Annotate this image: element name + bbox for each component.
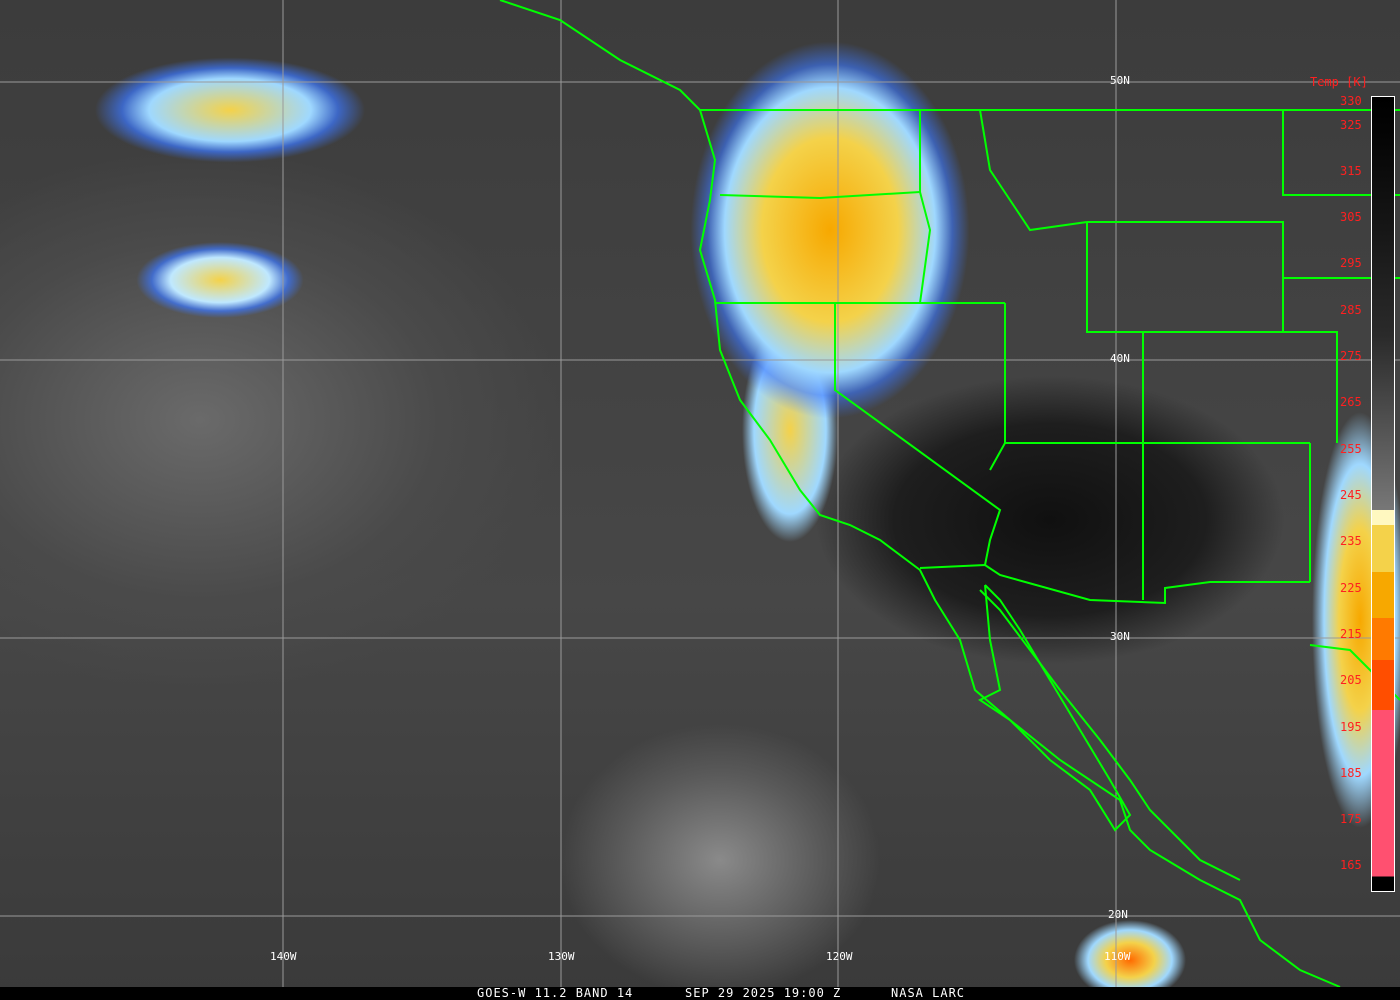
lat-label-40n: 40N [1110,352,1130,365]
ca-nv-border [834,303,1002,566]
colorbar-tick-185: 185 [1340,766,1362,780]
colorbar-tick-285: 285 [1340,303,1362,317]
colorbar-tick-330: 330 [1340,94,1362,108]
colorbar-tick-195: 195 [1340,720,1362,734]
us-mexico-border [919,563,1310,605]
colorbar-tick-295: 295 [1340,256,1362,270]
montana-south [979,109,1088,232]
pacific-coastline [499,0,1341,988]
nv-east-border [989,303,1006,471]
baja-peninsula [978,584,1132,832]
colorbar-tick-235: 235 [1340,534,1362,548]
lat-label-30n: 30N [1110,630,1130,643]
colorbar-tick-225: 225 [1340,581,1362,595]
lon-label-120w: 120W [826,950,853,963]
caption-credit: NASA LARC [891,986,966,1000]
colorbar-tick-325: 325 [1340,118,1362,132]
baja-coast [979,589,1241,881]
caption-bar: GOES-W 11.2 BAND 14 SEP 29 2025 19:00 Z … [0,987,1400,1000]
lon-label-110w: 110W [1104,950,1131,963]
lat-label-20n: 20N [1108,908,1128,921]
co-border [1143,331,1338,443]
colorbar-tick-305: 305 [1340,210,1362,224]
lon-label-130w: 130W [548,950,575,963]
colorbar-tick-265: 265 [1340,395,1362,409]
borders [499,0,1400,988]
colorbar-tick-205: 205 [1340,673,1362,687]
colorbar-tick-245: 245 [1340,488,1362,502]
colorbar-tick-165: 165 [1340,858,1362,872]
colorbar-tick-215: 215 [1340,627,1362,641]
colorbar-title: Temp [K] [1310,75,1368,89]
caption-satellite-band: GOES-W 11.2 BAND 14 [477,986,634,1000]
lon-label-140w: 140W [270,950,297,963]
temperature-colorbar [1371,96,1395,892]
colorbar-tick-275: 275 [1340,349,1362,363]
colorbar-tick-175: 175 [1340,812,1362,826]
ne-border [1282,110,1400,196]
idaho-border [919,110,932,304]
colorbar-tick-255: 255 [1340,442,1362,456]
lat-label-50n: 50N [1110,74,1130,87]
colorbar-tick-315: 315 [1340,164,1362,178]
wa-or-border [719,191,921,200]
caption-datetime: SEP 29 2025 19:00 Z [685,986,842,1000]
